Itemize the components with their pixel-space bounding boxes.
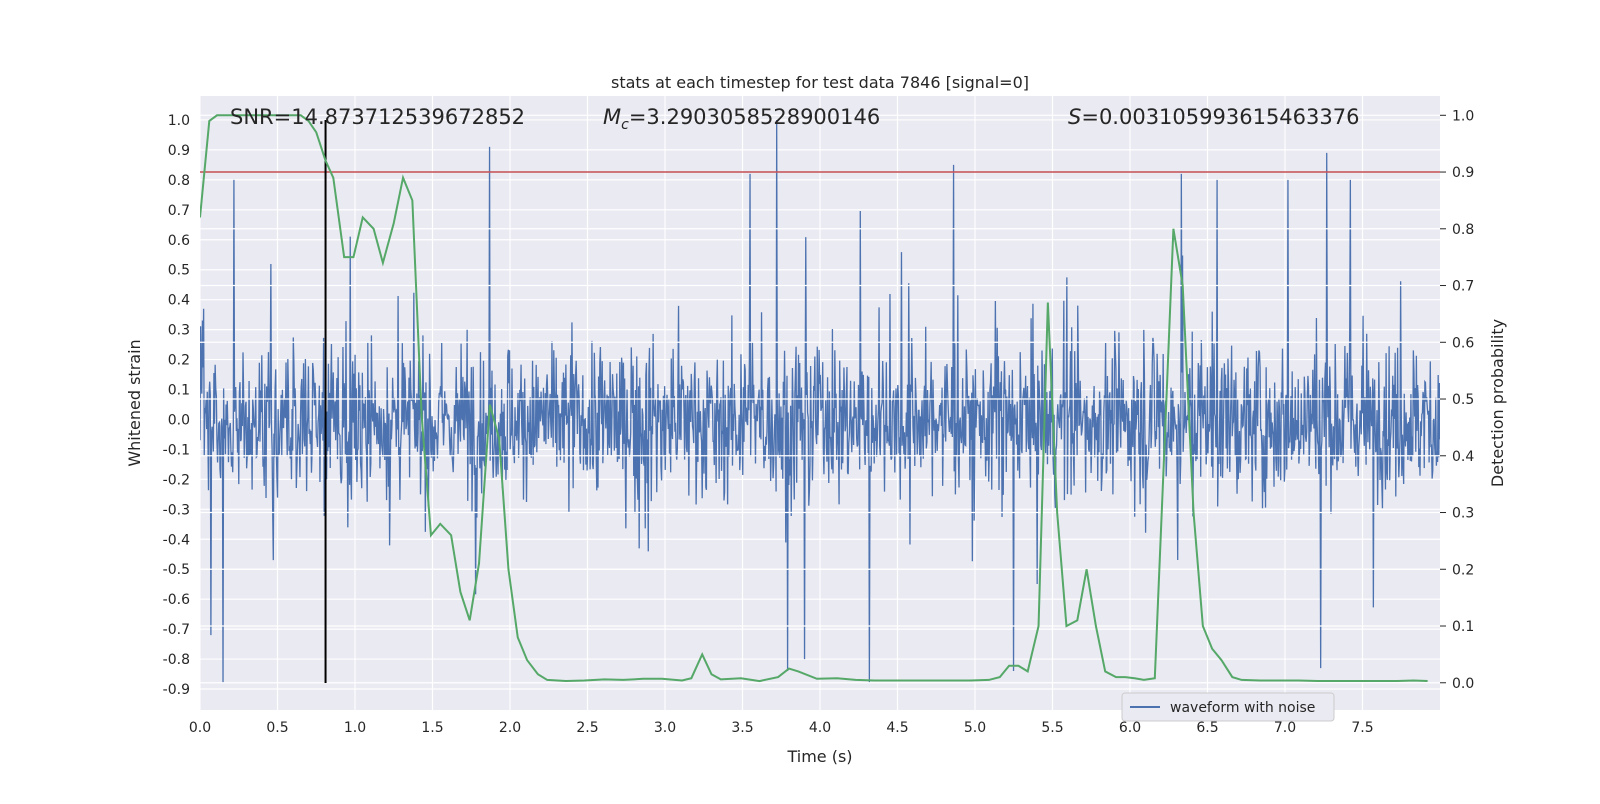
y-tick-label-13: 0.4	[168, 293, 190, 309]
x-tick-label-10: 5.0	[964, 720, 986, 736]
y2-tick-label-7: 0.7	[1452, 279, 1474, 295]
y2-tick-label-8: 0.8	[1452, 222, 1474, 238]
y-axis-label: Whitened strain	[125, 339, 144, 466]
s-annotation: S=0.003105993615463376	[1068, 105, 1359, 129]
y2-tick-label-10: 1.0	[1452, 108, 1474, 124]
y-tick-label-10: 0.1	[168, 383, 190, 399]
series-detection-probability	[200, 114, 1428, 683]
y2-tick-label-1: 0.1	[1452, 619, 1474, 635]
y-tick-label-18: 0.9	[168, 143, 190, 159]
chart-title: stats at each timestep for test data 784…	[611, 73, 1029, 92]
x-tick-label-8: 4.0	[809, 720, 831, 736]
y2-tick-label-2: 0.2	[1452, 562, 1474, 578]
y-tick-label-9: 0.0	[168, 412, 190, 428]
y-tick-label-3: -0.6	[163, 592, 190, 608]
x-tick-label-12: 6.0	[1119, 720, 1141, 736]
y2-tick-label-5: 0.5	[1452, 392, 1474, 408]
snr-annotation: SNR=14.873712539672852	[230, 105, 525, 129]
x-tick-label-6: 3.0	[654, 720, 676, 736]
x-tick-label-3: 1.5	[421, 720, 443, 736]
y2-tick-label-4: 0.4	[1452, 449, 1474, 465]
y-tick-label-4: -0.5	[163, 562, 190, 578]
y2-tick-label-0: 0.0	[1452, 676, 1474, 692]
mc-annotation: Mc=3.2903058528900146	[603, 105, 880, 133]
y2-tick-labels: 0.0 0.1 0.2 0.3 0.4 0.5 0.6 0.7 0.8 0.9 1.0	[1440, 108, 1474, 692]
mc-subscript: c	[621, 117, 629, 133]
x-tick-labels: 0.0 0.5 1.0 1.5 2.0 2.5 3.0 3.5 4.0 4.5 5.0 5.5 6.0 6…	[189, 720, 1374, 736]
y-tick-label-0: -0.9	[163, 682, 190, 698]
x-axis-label: Time (s)	[786, 747, 852, 766]
x-tick-label-0: 0.0	[189, 720, 211, 736]
y-tick-label-19: 1.0	[168, 113, 190, 129]
mc-symbol: M	[603, 105, 621, 129]
s-value: =0.003105993615463376	[1081, 105, 1359, 129]
legend-box	[1121, 692, 1335, 722]
series-waveform-with-noise	[200, 119, 1440, 684]
x-tick-label-7: 3.5	[731, 720, 753, 736]
x-tick-label-5: 2.5	[576, 720, 598, 736]
mc-value: =3.2903058528900146	[629, 105, 880, 129]
x-tick-label-4: 2.0	[499, 720, 521, 736]
s-symbol: S	[1068, 105, 1081, 129]
y2-axis-label: Detection probability	[1488, 319, 1507, 487]
x-tick-label-9: 4.5	[886, 720, 908, 736]
x-tick-label-2: 1.0	[344, 720, 366, 736]
y-tick-label-1: -0.8	[163, 652, 190, 668]
x-tick-label-14: 7.0	[1274, 720, 1296, 736]
y-tick-label-11: 0.2	[168, 353, 190, 369]
y-tick-label-12: 0.3	[168, 323, 190, 339]
y-tick-labels: -0.9 -0.8 -0.7 -0.6 -0.5 -0.4 -0.3 -0.2 -0.1 0.0 0…	[163, 113, 190, 698]
legend-label-waveform: waveform with noise	[1170, 700, 1315, 716]
legend: waveform with noise	[1121, 692, 1335, 722]
y-tick-label-6: -0.3	[163, 502, 190, 518]
y-tick-label-15: 0.6	[168, 233, 190, 249]
y-tick-label-16: 0.7	[168, 203, 190, 219]
y2-tick-label-6: 0.6	[1452, 335, 1474, 351]
x-tick-label-13: 6.5	[1196, 720, 1218, 736]
y-tick-label-17: 0.8	[168, 173, 190, 189]
y-tick-label-14: 0.5	[168, 263, 190, 279]
y2-tick-label-3: 0.3	[1452, 506, 1474, 522]
y-tick-label-7: -0.2	[163, 472, 190, 488]
y-tick-label-5: -0.4	[163, 532, 190, 548]
y-tick-label-2: -0.7	[163, 622, 190, 638]
y2-tick-label-9: 0.9	[1452, 165, 1474, 181]
x-tick-label-1: 0.5	[266, 720, 288, 736]
y-tick-label-8: -0.1	[163, 442, 190, 458]
x-tick-label-11: 5.5	[1041, 720, 1063, 736]
x-tick-label-15: 7.5	[1351, 720, 1373, 736]
